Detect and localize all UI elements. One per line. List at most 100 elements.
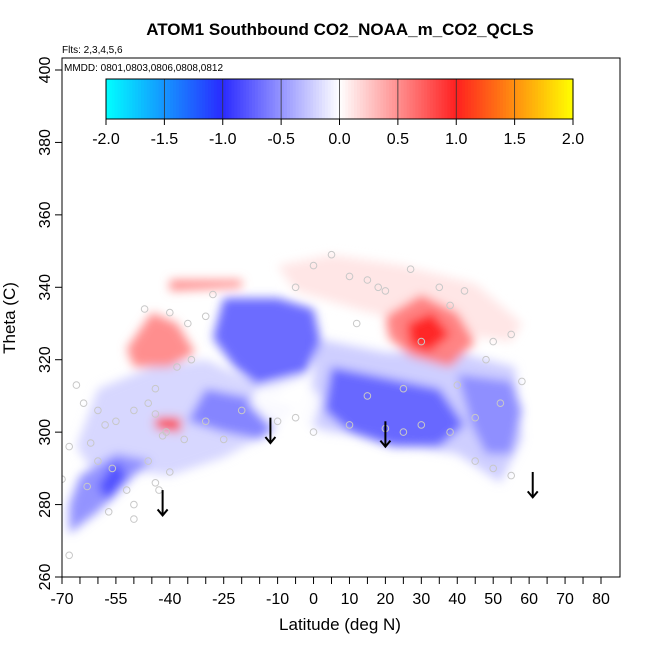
sample-point (130, 500, 138, 509)
sample-point (352, 319, 361, 328)
colorbar-segment (333, 79, 338, 119)
colorbar-segment (257, 79, 262, 119)
sample-point (446, 428, 454, 436)
colorbar-segment (307, 79, 311, 119)
field-region-south-highlat-core-negative (97, 461, 127, 501)
sample-point (374, 283, 383, 292)
colorbar-segment (339, 79, 344, 119)
sample-point (406, 265, 415, 274)
colorbar-segment (482, 79, 487, 119)
colorbar-segment (301, 79, 306, 119)
sample-point (345, 272, 354, 281)
sample-point (79, 399, 88, 408)
x-tick-label: 20 (377, 591, 395, 608)
sample-point (507, 330, 516, 339)
colorbar-segment (269, 79, 273, 119)
colorbar-segment (178, 79, 183, 119)
sample-point (130, 406, 138, 415)
sample-point (158, 432, 167, 440)
colorbar-segment (392, 79, 396, 119)
colorbar-segment (117, 79, 122, 119)
colorbar-segment (386, 79, 390, 119)
sample-point (496, 399, 505, 408)
colorbar-segment (532, 79, 536, 119)
colorbar-segment (540, 79, 545, 119)
colorbar-segment (418, 79, 422, 119)
colorbar-segment (570, 79, 574, 119)
colorbar-segment (246, 79, 250, 119)
colorbar-segment (149, 79, 154, 119)
colorbar-segment (441, 79, 446, 119)
plot-frame (61, 57, 621, 578)
sample-point (101, 421, 109, 429)
colorbar-segment (377, 79, 381, 119)
sample-point (130, 515, 138, 523)
sample-point (417, 421, 426, 429)
colorbar-segment (453, 79, 457, 119)
sample-point (151, 384, 160, 393)
sample-point (108, 464, 117, 473)
sample-point (112, 417, 120, 426)
sample-point (507, 471, 516, 480)
colorbar-segment (473, 79, 478, 119)
colorbar-segment (199, 79, 203, 119)
sample-point (489, 464, 498, 473)
sample-point (173, 363, 181, 371)
x-tick-label: -25 (212, 591, 235, 608)
colorbar-segment (263, 79, 268, 119)
colorbar-segment (196, 79, 200, 119)
colorbar-tick-label: -1.5 (151, 131, 179, 148)
chart-title: ATOM1 Southbound CO2_NOAA_m_CO2_QCLS (146, 20, 534, 39)
colorbar-segment (184, 79, 189, 119)
colorbar-segment (155, 79, 160, 119)
colorbar-segment (380, 79, 384, 119)
colorbar-segment (234, 79, 238, 119)
sample-point (471, 413, 480, 422)
colorbar-segment (251, 79, 256, 119)
sample-point (363, 276, 372, 284)
sample-point (86, 439, 95, 447)
colorbar-segment (362, 79, 367, 119)
x-tick-label: 50 (484, 591, 502, 608)
sample-point (209, 290, 217, 299)
colorbar-segment (397, 79, 402, 119)
colorbar-segment (491, 79, 495, 119)
colorbar-segment (106, 79, 110, 119)
sample-point (187, 355, 196, 364)
field-region-south-midlat-positive (126, 312, 195, 367)
colorbar-segment (298, 79, 303, 119)
colorbar-tick-label: 0.0 (328, 131, 350, 148)
y-axis: 260 280 300 320 340 360 380 400 (37, 57, 62, 591)
sample-point (345, 421, 354, 429)
colorbar-segment (514, 79, 519, 119)
colorbar-segment (330, 79, 335, 119)
colorbar-segment (357, 79, 361, 119)
colorbar-segment (488, 79, 492, 119)
colorbar-segment (406, 79, 411, 119)
arrow-head (526, 490, 539, 499)
field-region-southern-lower-weak-negative (76, 359, 271, 476)
colorbar-segment (216, 79, 221, 119)
colorbar-segment (435, 79, 440, 119)
colorbar-segment (164, 79, 168, 119)
colorbar-segment (508, 79, 513, 119)
colorbar-segment (479, 79, 484, 119)
colorbar-segment (321, 79, 326, 119)
colorbar-segment (400, 79, 405, 119)
colorbar-segment (202, 79, 206, 119)
sample-point (140, 305, 149, 313)
colorbar-segment (132, 79, 136, 119)
y-tick-label: 260 (37, 564, 54, 591)
sample-point (399, 384, 408, 393)
colorbar-segment (327, 79, 332, 119)
sample-point (166, 468, 174, 476)
sample-point (309, 428, 318, 436)
field-region-equatorial-upper-negative (212, 298, 321, 396)
colorbar-segment (170, 79, 174, 119)
x-tick-label: 30 (412, 591, 430, 608)
colorbar-segment (129, 79, 133, 119)
colorbar: -2.0 -1.5 -1.0 -0.5 0.0 0.5 1.0 1.5 2.0 (92, 78, 584, 148)
colorbar-segment (383, 79, 387, 119)
colorbar-segment (456, 79, 460, 119)
